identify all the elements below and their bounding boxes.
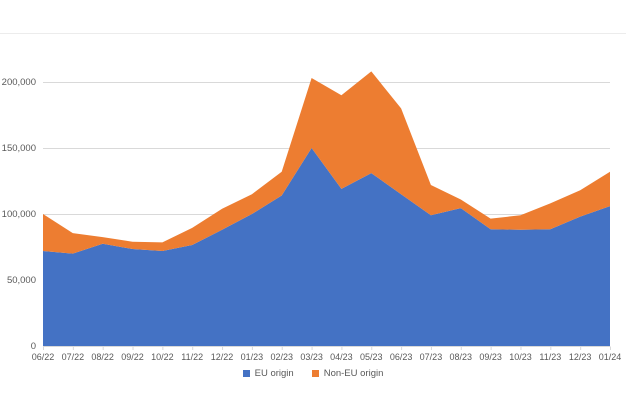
page-divider: [0, 33, 626, 34]
x-axis-label: 09/23: [479, 352, 502, 362]
x-axis-label: 12/22: [210, 352, 234, 362]
x-axis-label: 09/22: [121, 352, 144, 362]
area-series-eu-origin: [43, 148, 610, 346]
y-axis-label: 200,000: [1, 77, 36, 88]
x-axis-label: 01/23: [240, 352, 264, 362]
x-axis-label: 11/22: [181, 352, 204, 362]
x-axis-label: 10/22: [151, 352, 174, 362]
x-axis-label: 01/24: [598, 352, 622, 362]
y-axis-label: 150,000: [1, 143, 36, 154]
x-axis-label: 07/22: [61, 352, 85, 362]
legend-marker-non-eu-origin: [311, 370, 319, 377]
x-axis-label: 02/23: [270, 352, 293, 362]
x-axis-label: 11/23: [539, 352, 562, 362]
legend-marker-eu-origin: [242, 370, 250, 377]
y-axis-label: 100,000: [1, 209, 36, 220]
legend-label-non-eu-origin: Non-EU origin: [323, 368, 384, 379]
x-axis-label: 03/23: [300, 352, 323, 362]
y-axis-label: 0: [30, 341, 36, 352]
x-axis-label: 06/22: [31, 352, 55, 362]
y-axis-label: 50,000: [6, 275, 36, 286]
x-axis-label: 05/23: [359, 352, 383, 362]
legend-item-eu-origin: EU origin: [242, 368, 294, 379]
x-axis-label: 08/23: [449, 352, 473, 362]
x-axis-label: 12/23: [568, 352, 592, 362]
x-axis-label: 04/23: [330, 352, 353, 362]
area-series-non-eu-origin: [43, 71, 610, 254]
x-axis-label: 10/23: [509, 352, 532, 362]
legend-label-eu-origin: EU origin: [254, 368, 294, 379]
legend-item-non-eu-origin: Non-EU origin: [311, 368, 384, 379]
x-axis-label: 06/23: [389, 352, 413, 362]
x-axis-label: 08/22: [91, 352, 114, 362]
chart-legend: EU origin Non-EU origin: [0, 368, 626, 379]
x-axis-label: 07/23: [419, 352, 443, 362]
